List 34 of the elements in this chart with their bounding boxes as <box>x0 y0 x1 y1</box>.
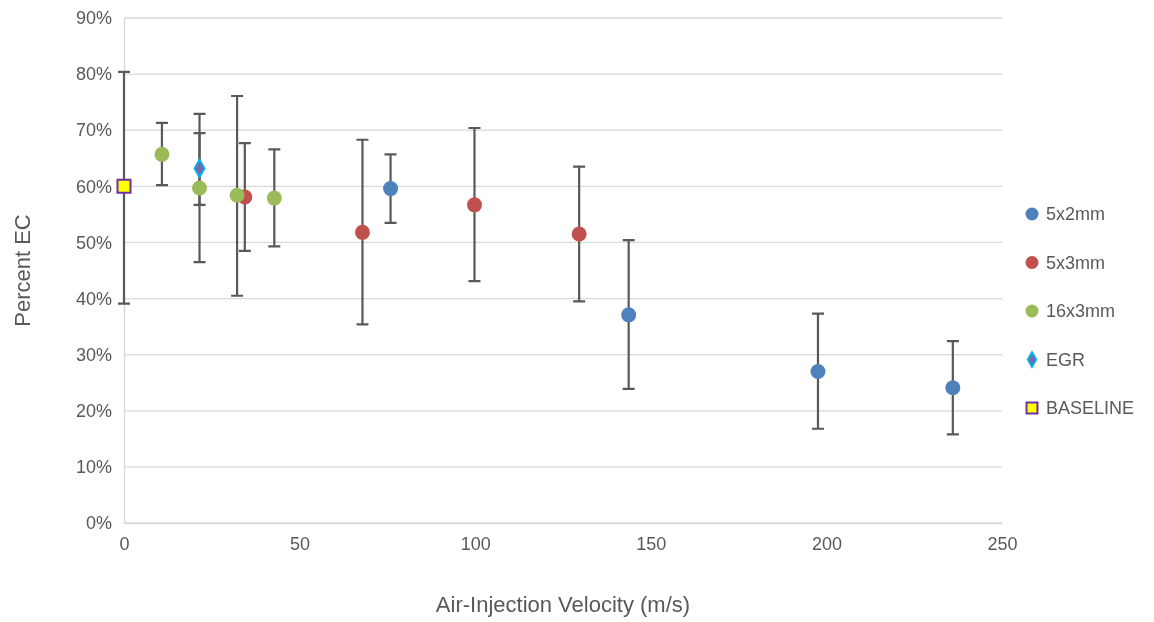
y-tick-label: 80% <box>75 64 112 85</box>
x-tick-label: 200 <box>811 533 842 554</box>
y-tick-label: 40% <box>75 288 112 309</box>
point <box>383 181 399 197</box>
y-tick-label: 20% <box>75 401 112 422</box>
y-tick-label: 70% <box>75 120 112 141</box>
y-tick-label: 10% <box>75 457 112 478</box>
point <box>266 190 282 206</box>
point <box>467 197 482 213</box>
point <box>945 380 961 396</box>
x-tick-label: 100 <box>460 533 491 554</box>
legend-label: EGR <box>1046 349 1086 370</box>
x-axis-title: Air-Injection Velocity (m/s) <box>435 592 691 617</box>
point <box>154 146 170 162</box>
point <box>354 224 370 240</box>
y-tick-label: 30% <box>75 344 112 365</box>
x-tick-label: 150 <box>636 533 667 554</box>
x-tick-label: 250 <box>987 533 1018 554</box>
point <box>810 364 826 379</box>
legend-label: 5x2mm <box>1046 204 1106 224</box>
x-tick-label: 50 <box>290 533 311 554</box>
x-tick-label: 0 <box>119 533 130 554</box>
y-tick-label: 60% <box>75 176 112 197</box>
point <box>621 307 637 323</box>
legend-label: 5x3mm <box>1046 252 1106 273</box>
legend-label: BASELINE <box>1046 398 1135 418</box>
legend-label: 16x3mm <box>1046 301 1116 321</box>
y-tick-label: 90% <box>75 8 112 29</box>
point <box>571 226 587 242</box>
point <box>229 187 245 203</box>
y-axis-title: Percent EC <box>10 214 35 327</box>
point <box>192 180 208 196</box>
y-tick-label: 50% <box>75 232 112 253</box>
y-tick-label: 0% <box>85 513 112 534</box>
